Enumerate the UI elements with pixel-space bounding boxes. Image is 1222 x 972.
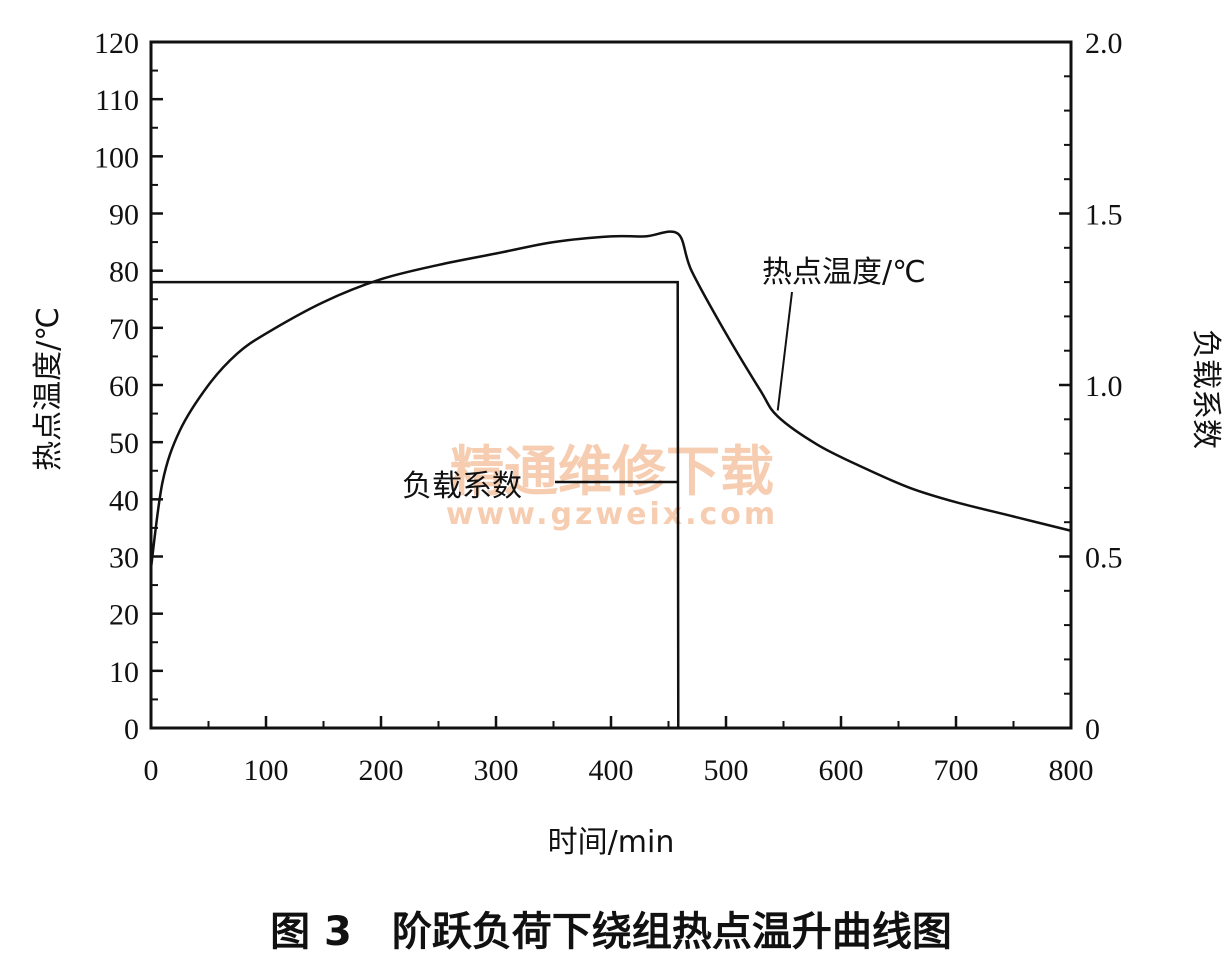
x-tick-label: 500: [704, 754, 749, 787]
y-left-tick-label: 60: [109, 370, 139, 403]
y-left-tick-label: 80: [109, 256, 139, 289]
x-tick-label: 100: [244, 754, 289, 787]
y-left-tick-label: 0: [124, 713, 139, 746]
y-left-tick-label: 90: [109, 199, 139, 232]
watermark-line2: www.gzweix.com: [446, 497, 778, 532]
y-left-tick-label: 70: [109, 313, 139, 346]
y-left-tick-label: 20: [109, 599, 139, 632]
x-tick-label: 700: [934, 754, 979, 787]
x-tick-label: 800: [1049, 754, 1094, 787]
y-right-tick-label: 1.5: [1085, 199, 1123, 232]
x-tick-labels: 0 100 200 300 400 500 600 700 800: [144, 754, 1094, 787]
y-left-tick-labels: 0 10 20 30 40 50 60 70 80 90 100 110 120: [94, 27, 139, 746]
y-right-tick-label: 2.0: [1085, 27, 1123, 60]
y-left-tick-label: 110: [95, 84, 139, 117]
y-left-tick-label: 100: [94, 141, 139, 174]
y-left-tick-label: 120: [94, 27, 139, 60]
x-tick-label: 600: [819, 754, 864, 787]
y-right-axis-title: 负载系数: [1188, 329, 1222, 449]
y-left-tick-label: 40: [109, 484, 139, 517]
y-left-tick-label: 10: [109, 656, 139, 689]
plot-frame: [149, 40, 1073, 730]
figure-caption: 图 3 阶跃负荷下绕组热点温升曲线图: [270, 909, 952, 955]
axis-ticks: [149, 40, 1073, 730]
annotation-hotspot-leader: [776, 291, 793, 411]
y-right-tick-label: 0.5: [1085, 542, 1123, 575]
x-tick-label: 400: [589, 754, 634, 787]
y-right-tick-labels: 0 0.5 1.0 1.5 2.0: [1085, 27, 1123, 746]
y-left-axis-title: 热点温度/℃: [31, 307, 66, 471]
y-right-tick-label: 1.0: [1085, 370, 1123, 403]
x-axis-title: 时间/min: [548, 825, 675, 860]
series-hotspot-temperature-line: [149, 230, 1072, 569]
x-tick-label: 300: [474, 754, 519, 787]
annotation-hotspot-temperature: 热点温度/℃: [762, 255, 926, 290]
x-tick-label: 200: [359, 754, 404, 787]
y-left-tick-label: 30: [109, 542, 139, 575]
watermark-line1: 精通维修下载: [450, 440, 774, 503]
x-tick-label: 0: [144, 754, 159, 787]
watermark: 精通维修下载 www.gzweix.com: [446, 440, 778, 532]
y-left-tick-label: 50: [109, 427, 139, 460]
annotation-load-factor: 负载系数: [402, 469, 522, 504]
y-right-tick-label: 0: [1085, 713, 1100, 746]
series-load-factor-line: [149, 280, 680, 729]
